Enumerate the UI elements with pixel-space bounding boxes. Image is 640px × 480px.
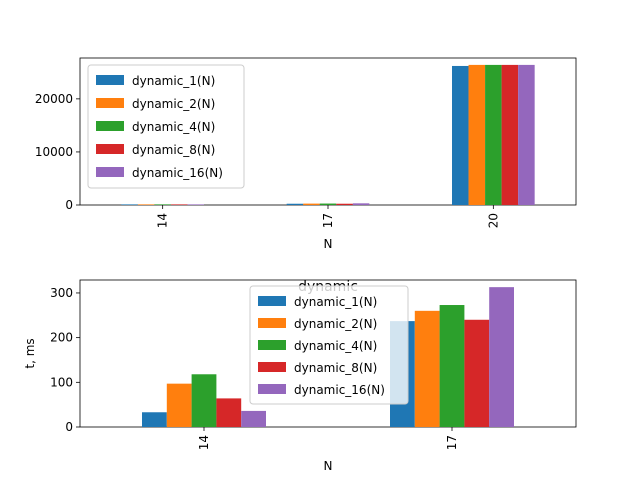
bar-dynamic-2-n--17 (414, 310, 440, 427)
bottom-bars (142, 287, 514, 427)
bottom-x-axis-label: N (324, 459, 333, 473)
top-bars (121, 64, 535, 206)
legend-label: dynamic_16(N) (294, 383, 385, 397)
legend-label: dynamic_16(N) (132, 166, 223, 180)
bar-dynamic-4-n--17 (319, 203, 337, 205)
bottom-axes: 0 100 200 300 14 17 (50, 286, 459, 450)
legend-swatch (96, 98, 124, 108)
x-tick-label: 17 (445, 435, 459, 450)
top-x-axis-label: N (324, 237, 333, 251)
bottom-legend: dynamic_1(N) dynamic_2(N) dynamic_4(N)dyna… (249, 285, 409, 405)
x-tick-label: 14 (197, 435, 211, 450)
bar-dynamic-8-n--14 (170, 204, 188, 205)
legend-label: dynamic_2(N) (294, 317, 377, 331)
legend-swatch (258, 318, 286, 328)
x-tick-label: 20 (486, 213, 500, 228)
y-tick-label: 300 (50, 286, 73, 300)
legend-label: dynamic_8(N) (294, 361, 377, 375)
bar-dynamic-2-n--20 (468, 64, 486, 206)
legend-swatch (258, 340, 286, 350)
legend-swatch (258, 296, 286, 306)
legend-label: dynamic_1(N) (294, 295, 377, 309)
bar-dynamic-4-n--14 (191, 374, 217, 427)
bar-dynamic-16-n--17 (489, 287, 514, 427)
bar-dynamic-8-n--20 (501, 64, 519, 206)
legend-swatch (258, 384, 286, 394)
x-tick-label: 14 (156, 213, 170, 228)
bar-dynamic-2-n--17 (303, 203, 320, 205)
bottom-plot-frame (79, 279, 577, 428)
legend-label: dynamic_2(N) (132, 97, 215, 111)
bar-dynamic-2-n--14 (166, 383, 192, 427)
y-tick-label: 10000 (35, 145, 73, 159)
legend-label: dynamic_8(N) (132, 143, 215, 157)
y-tick-label: 100 (50, 375, 73, 389)
bar-dynamic-2-n--14 (137, 204, 155, 205)
y-tick-label: 0 (65, 198, 73, 212)
bar-dynamic-8-n--17 (336, 203, 353, 205)
bar-dynamic-4-n--17 (439, 305, 465, 427)
top-legend: dynamic_1(N) dynamic_2(N) dynamic_4(N)dyna… (87, 64, 245, 189)
bar-dynamic-1-n--14 (142, 412, 167, 427)
bar-dynamic-8-n--17 (464, 319, 490, 427)
bar-dynamic-8-n--14 (216, 398, 242, 427)
bar-dynamic-16-n--17 (352, 203, 370, 205)
y-tick-label: 0 (65, 420, 73, 434)
legend-swatch (96, 75, 124, 85)
legend-label: dynamic_1(N) (132, 74, 215, 88)
bar-dynamic-1-n--17 (286, 203, 304, 205)
y-tick-label: 20000 (35, 92, 73, 106)
legend-label: dynamic_4(N) (294, 339, 377, 353)
x-tick-label: 17 (321, 213, 335, 228)
y-tick-label: 200 (50, 331, 73, 345)
legend-box (87, 64, 245, 189)
bar-dynamic-16-n--20 (518, 64, 535, 206)
bar-dynamic-4-n--20 (485, 64, 502, 206)
bar-dynamic-16-n--14 (187, 204, 204, 205)
legend-swatch (258, 362, 286, 372)
bar-dynamic-4-n--14 (154, 204, 171, 205)
legend-swatch (96, 144, 124, 154)
bar-dynamic-1-n--20 (452, 65, 469, 206)
legend-box (249, 285, 409, 405)
top-axes: 0 10000 20000 14 17 20 (35, 92, 501, 228)
bar-dynamic-16-n--14 (241, 410, 266, 427)
legend-swatch (96, 121, 124, 131)
legend-label: dynamic_4(N) (132, 120, 215, 134)
bottom-y-axis-label: t, ms (23, 338, 37, 368)
legend-swatch (96, 167, 124, 177)
bar-dynamic-1-n--14 (121, 204, 138, 205)
